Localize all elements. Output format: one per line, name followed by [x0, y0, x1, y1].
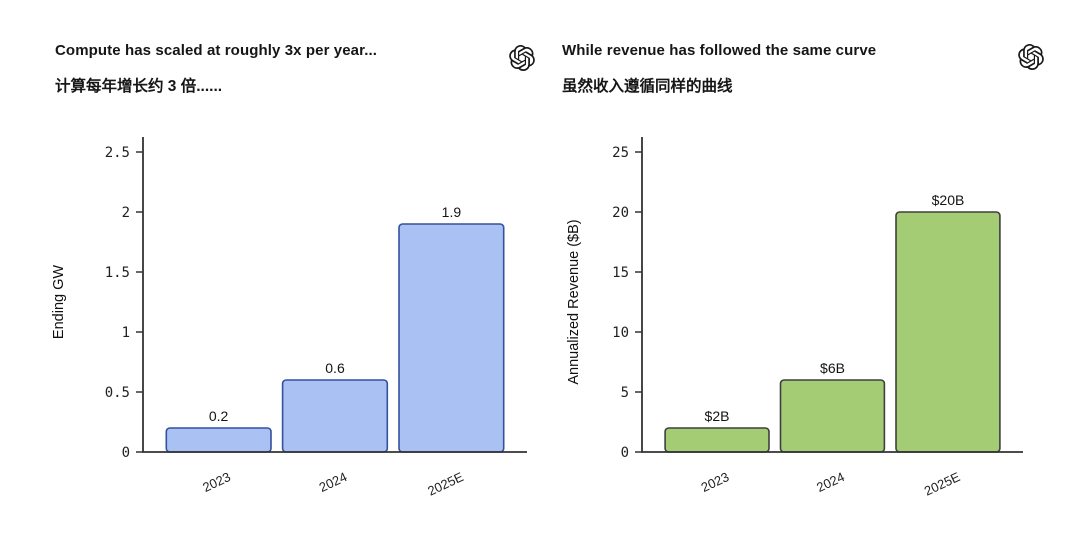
y-tick-label: 15 — [612, 265, 629, 281]
y-tick-label: 0 — [122, 445, 130, 461]
y-tick-label: 2.5 — [105, 145, 130, 161]
chart-subtitle-zh: 计算每年增长约 3 倍...... — [55, 78, 223, 95]
y-tick-label: 0 — [621, 445, 629, 461]
x-tick-label: 2023 — [699, 469, 732, 495]
x-tick-label: 2024 — [814, 469, 847, 495]
y-tick-label: 5 — [621, 385, 629, 401]
y-axis-label: Annualized Revenue ($B) — [566, 219, 582, 384]
axis-spine — [142, 137, 527, 453]
bar-2023 — [664, 427, 770, 453]
y-tick-label: 25 — [612, 145, 629, 161]
panel-compute: Compute has scaled at roughly 3x per yea… — [51, 42, 535, 499]
x-tick-label: 2024 — [317, 469, 350, 495]
openai-logo-icon — [1018, 44, 1044, 70]
bar-2023 — [165, 427, 272, 453]
y-tick-label: 0.5 — [105, 385, 130, 401]
x-tick-label: 2025E — [425, 469, 466, 499]
bar-value-label: 1.9 — [442, 204, 462, 220]
bar-2025E — [895, 211, 1001, 453]
bar-2024 — [281, 379, 389, 453]
bar-chart-compute: 0.2 2023 0.6 2024 1.9 2025E 0 0.5 1 1.5 2 2.5 Ending… — [51, 137, 527, 499]
bar-value-label: $20B — [932, 192, 965, 208]
x-tick-label: 2025E — [922, 469, 963, 499]
bar-value-label: $6B — [820, 360, 845, 376]
chart-subtitle-zh: 虽然收入遵循同样的曲线 — [562, 78, 733, 95]
y-tick-label: 10 — [612, 325, 629, 341]
y-axis-label: Ending GW — [51, 265, 67, 339]
bar-2025E — [398, 223, 505, 453]
y-tick-label: 2 — [122, 205, 130, 221]
chart-title: Compute has scaled at roughly 3x per yea… — [55, 42, 378, 59]
bar-value-label: 0.6 — [325, 360, 345, 376]
panel-revenue: While revenue has followed the same curv… — [540, 0, 1080, 544]
y-tick-label: 1 — [122, 325, 130, 341]
bar-2024 — [779, 379, 886, 453]
axis-spine — [641, 137, 1023, 453]
y-tick-label: 20 — [612, 205, 629, 221]
chart-title: While revenue has followed the same curv… — [562, 42, 877, 59]
y-tick-label: 1.5 — [105, 265, 130, 281]
x-tick-label: 2023 — [200, 469, 233, 495]
bar-value-label: 0.2 — [209, 408, 229, 424]
bar-chart-revenue: $2B 2023 $6B 2024 $20B 2025E 0 5 10 15 20 25 Annuali… — [566, 137, 1023, 499]
openai-logo-icon — [509, 45, 535, 71]
bar-value-label: $2B — [705, 408, 730, 424]
